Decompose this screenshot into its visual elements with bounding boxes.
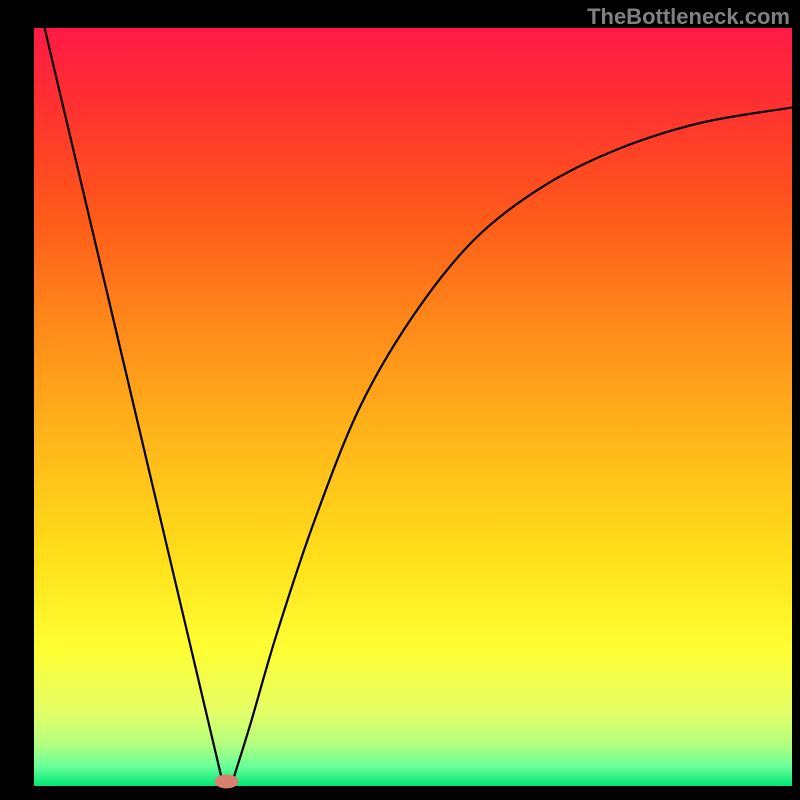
curve-layer xyxy=(0,0,800,800)
chart-container: TheBottleneck.com xyxy=(0,0,800,800)
curve-right-branch xyxy=(231,108,792,786)
watermark-text: TheBottleneck.com xyxy=(587,4,790,30)
curve-left-branch xyxy=(45,28,224,786)
valley-marker xyxy=(215,774,239,788)
